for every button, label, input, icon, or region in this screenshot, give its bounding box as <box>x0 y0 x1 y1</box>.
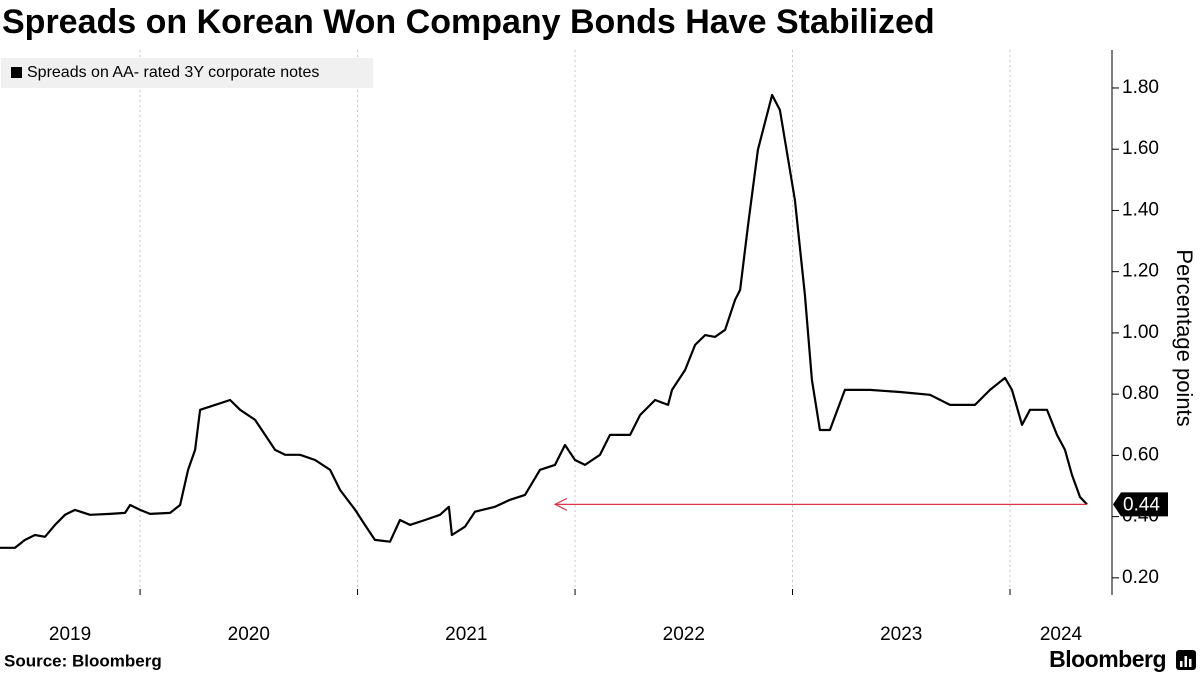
source: Source: Bloomberg <box>4 651 162 670</box>
brand-icon <box>1176 650 1196 670</box>
value-badge <box>1113 492 1168 517</box>
y-tick-label: 0.60 <box>1122 444 1159 465</box>
y-tick-label: 0.20 <box>1122 567 1159 588</box>
y-tick-label: 1.40 <box>1122 199 1159 220</box>
annotation-arrowhead <box>553 497 568 511</box>
y-tick-label: 1.20 <box>1122 261 1159 282</box>
value-badge-label: 0.44 <box>1123 494 1160 515</box>
y-axis-label: Percentage points <box>1172 249 1197 426</box>
chart-title: Spreads on Korean Won Company Bonds Have… <box>2 3 935 41</box>
legend-swatch <box>11 67 22 78</box>
y-tick-label: 1.00 <box>1122 322 1159 343</box>
legend-label: Spreads on AA- rated 3Y corporate notes <box>27 64 319 81</box>
x-tick-label: 2022 <box>663 624 705 645</box>
legend: Spreads on AA- rated 3Y corporate notes <box>1 58 373 88</box>
x-tick-label: 2023 <box>880 624 922 645</box>
y-tick-label: 1.80 <box>1122 77 1159 98</box>
x-tick-label: 2020 <box>228 624 270 645</box>
legend-box <box>1 58 373 88</box>
y-tick-label: 0.80 <box>1122 383 1159 404</box>
brand: Bloomberg <box>1049 646 1166 672</box>
x-tick-label: 2019 <box>49 624 91 645</box>
x-tick-label: 2024 <box>1040 624 1083 645</box>
y-tick-label: 1.60 <box>1122 138 1159 159</box>
line-series <box>0 93 1088 549</box>
x-tick-label: 2021 <box>445 624 487 645</box>
